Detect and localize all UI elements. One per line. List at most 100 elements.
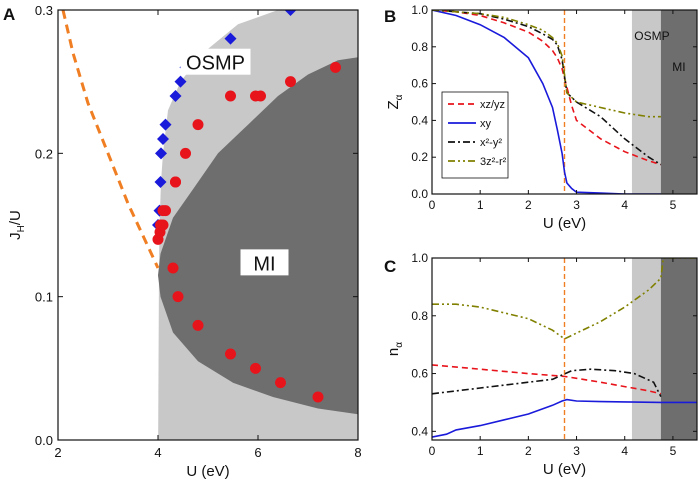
y-tick-label-a: 0.0	[35, 433, 53, 448]
y-tick-label-b: 0.2	[411, 150, 428, 164]
plot-area-a	[61, 10, 358, 440]
x-tick-label-c: 0	[429, 444, 436, 458]
mi-point	[157, 219, 169, 231]
mi-label-bg	[240, 249, 289, 276]
legend-label-b: xz/yz	[480, 99, 505, 111]
y-label-main-a: J	[7, 232, 24, 240]
series-line-c	[432, 364, 662, 395]
series-line-c	[432, 368, 662, 398]
y-label-sub-b: α	[394, 94, 405, 100]
mi-point	[180, 147, 191, 159]
y-tick-label-c: 0.6	[411, 367, 428, 381]
y-label-tail-a: /U	[7, 210, 24, 225]
mi-band-b	[660, 10, 697, 194]
y-tick-label-b: 1.0	[411, 3, 428, 17]
y-tick-label-c: 0.4	[411, 424, 428, 438]
osmp-band-label-b: OSMP	[634, 29, 669, 43]
x-tick-label-a: 4	[154, 445, 161, 460]
panel-a: OSMP MI 2 4 6 8 0.0 0.1 0.2 0.3 U (eV) JH/U A	[3, 3, 362, 480]
series-line-b	[432, 10, 661, 194]
y-label-main-b: Z	[385, 100, 402, 109]
mi-point	[167, 262, 179, 274]
series-line-c	[432, 258, 697, 340]
x-tick-label-a: 8	[354, 445, 361, 460]
x-axis-label-a: U (eV)	[186, 463, 229, 480]
y-axis-label-b: Zα	[385, 94, 405, 109]
osmp-point	[224, 32, 237, 45]
mi-point	[225, 90, 236, 102]
panel-label-b: B	[384, 7, 396, 26]
x-tick-label-b: 5	[670, 198, 677, 212]
panel-label-c: C	[384, 257, 396, 276]
x-tick-label-b: 3	[573, 198, 580, 212]
x-tick-label-a: 2	[54, 445, 61, 460]
plot-area-c	[432, 258, 697, 440]
panel-label-a: A	[3, 5, 15, 24]
mi-band-label-b: MI	[672, 60, 685, 74]
mi-point	[312, 391, 324, 403]
osmp-point	[174, 75, 187, 88]
mi-label: MI	[253, 253, 275, 275]
series-line-b	[432, 10, 662, 166]
mi-point	[250, 362, 261, 374]
x-tick-label-b: 1	[477, 198, 484, 212]
plot-area-b	[432, 10, 697, 194]
y-tick-label-a: 0.3	[35, 3, 53, 18]
y-tick-label-b: 0.4	[411, 113, 428, 127]
plot-frame-c	[431, 257, 698, 441]
mi-point	[160, 205, 171, 217]
legend-b: xz/yz xy x²-y² 3z²-r²	[441, 91, 509, 179]
y-tick-label-c: 1.0	[411, 251, 428, 265]
osmp-point	[157, 133, 169, 145]
mi-point	[192, 319, 204, 331]
mi-point	[330, 61, 341, 73]
y-axis-label-c: nα	[385, 342, 405, 356]
mi-point	[285, 76, 296, 88]
osmp-band-c	[631, 258, 661, 440]
mi-band-c	[660, 258, 697, 440]
plot-frame-b	[431, 9, 698, 195]
y-tick-label-b: 0.0	[411, 187, 428, 201]
panel-b: 0 1 2 3 4 5 0.0 0.2 0.4 0.6 0.8 1.0 U (eV) Zα B OSMP MI x…	[384, 3, 698, 232]
y-axis-label-a: JH/U	[7, 210, 27, 240]
legend-label-b: xy	[480, 118, 492, 130]
legend-frame-b	[441, 91, 509, 179]
y-tick-label-c: 0.8	[411, 309, 428, 323]
x-tick-label-c: 5	[670, 444, 677, 458]
series-line-c	[432, 398, 697, 438]
y-tick-label-b: 0.8	[411, 40, 428, 54]
mi-region	[158, 57, 358, 415]
x-tick-label-b: 0	[429, 198, 436, 212]
x-tick-label-c: 3	[573, 444, 580, 458]
osmp-label-bg	[180, 48, 251, 75]
plot-frame-a	[57, 9, 359, 441]
osmp-point	[155, 147, 167, 160]
y-label-sub-a: H	[16, 225, 27, 232]
osmp-point	[159, 118, 172, 131]
mi-point	[225, 348, 236, 360]
mi-point	[170, 176, 181, 188]
y-tick-label-b: 0.6	[411, 77, 428, 91]
y-label-main-c: n	[385, 348, 402, 356]
x-tick-label-c: 4	[621, 444, 628, 458]
legend-label-b: x²-y²	[480, 137, 502, 149]
y-tick-label-a: 0.1	[35, 290, 53, 305]
series-line-b	[432, 10, 661, 118]
x-axis-label-c: U (eV)	[543, 461, 586, 478]
mi-point	[275, 377, 286, 389]
x-tick-label-a: 6	[254, 445, 261, 460]
x-tick-label-c: 2	[525, 444, 532, 458]
osmp-point	[169, 90, 182, 102]
mi-point	[255, 90, 266, 102]
osmp-point	[284, 10, 297, 16]
mi-point	[172, 291, 184, 303]
legend-label-b: 3z²-r²	[480, 156, 507, 168]
dashed-guide-line	[61, 10, 160, 269]
x-tick-label-c: 1	[477, 444, 484, 458]
osmp-point	[154, 176, 167, 188]
y-label-sub-c: α	[394, 342, 405, 348]
x-tick-label-b: 2	[525, 198, 532, 212]
y-tick-label-a: 0.2	[35, 146, 53, 161]
x-tick-label-b: 4	[621, 198, 628, 212]
